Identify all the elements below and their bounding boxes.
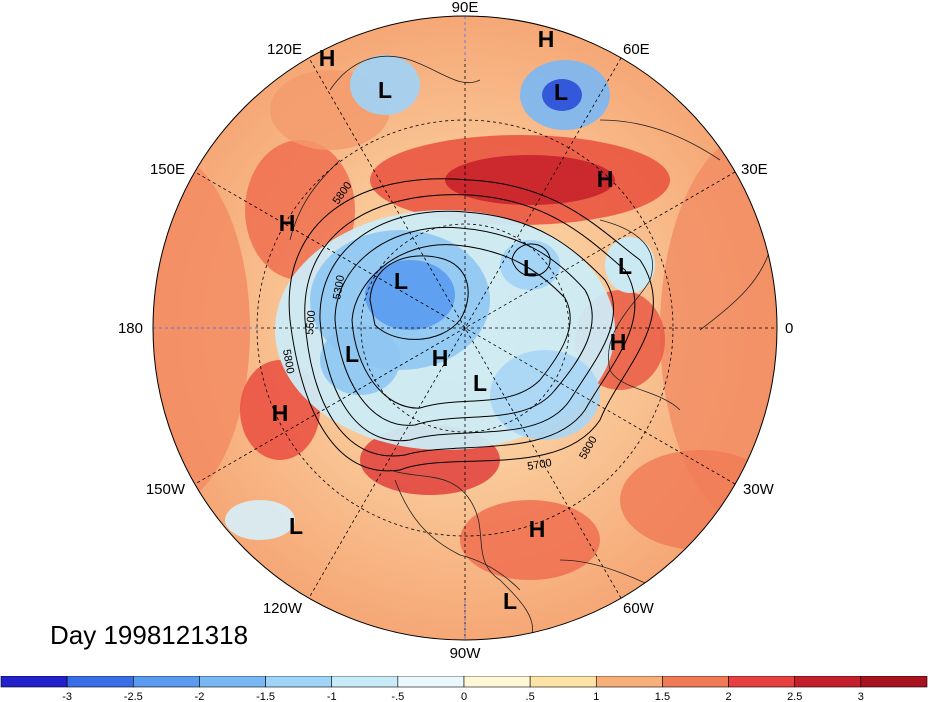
colorbar-box xyxy=(662,676,729,688)
lon-label-90w: 90W xyxy=(450,645,482,662)
colorbar-tick-label: -2 xyxy=(195,691,205,702)
colorbar-tick-label: .5 xyxy=(526,691,535,702)
colorbar-box xyxy=(199,676,266,688)
lon-label-120w: 120W xyxy=(263,600,303,617)
colorbar-tick-label: 2.5 xyxy=(787,691,802,702)
colorbar-tick-label: 1 xyxy=(593,691,599,702)
colorbar-tick-label: -1 xyxy=(327,691,337,702)
lon-label-30e: 30E xyxy=(741,161,768,178)
colorbar-box xyxy=(529,676,597,688)
colorbar-box xyxy=(794,676,862,688)
lon-label-150e: 150E xyxy=(150,161,185,178)
contour-label: 5300 xyxy=(331,274,347,300)
colorbar-box xyxy=(463,676,531,688)
colorbar-box xyxy=(860,676,928,688)
colorbar-box xyxy=(331,676,399,688)
colorbar-box xyxy=(66,676,134,688)
contour-label: 5500 xyxy=(304,310,318,335)
high-pressure-center: H xyxy=(272,400,289,426)
colorbar-box xyxy=(397,676,465,688)
colorbar-tick-label: -3 xyxy=(62,691,72,702)
colorbar-tick-label: 1.5 xyxy=(655,691,670,702)
globe-outline xyxy=(152,15,778,641)
pressure-centers: H L H L H H L L L H L H L H L H L H xyxy=(272,26,632,614)
lon-label-120e: 120E xyxy=(267,41,302,58)
colorbar: -3 -2.5 -2 -1.5 -1 -.5 0 .5 1 1.5 2 2.5 3 xyxy=(0,676,928,702)
low-pressure-center: L xyxy=(394,268,408,294)
colorbar-box xyxy=(728,676,796,688)
lon-label-150w: 150W xyxy=(146,481,186,498)
colorbar-box xyxy=(595,676,663,688)
low-pressure-center: L xyxy=(378,77,392,103)
lon-label-180: 180 xyxy=(118,320,143,337)
high-pressure-center: H xyxy=(432,345,449,371)
lon-label-90e: 90E xyxy=(452,0,479,16)
high-pressure-center: H xyxy=(538,26,555,52)
colorbar-tick-label: 2 xyxy=(726,691,732,702)
low-pressure-center: L xyxy=(554,79,568,105)
colorbar-box xyxy=(0,676,68,688)
graticule xyxy=(153,16,777,640)
polar-map: 5800 5300 5500 5800 5700 5800 H L H L H … xyxy=(118,0,793,662)
colorbar-tick-label: 0 xyxy=(461,691,467,702)
low-pressure-center: L xyxy=(618,253,632,279)
colorbar-tick-label: -1.5 xyxy=(256,691,275,702)
lon-label-0: 0 xyxy=(785,320,793,337)
contour-label: 5700 xyxy=(526,457,552,473)
contour-label: 5800 xyxy=(280,348,296,374)
colorbar-boxes xyxy=(0,676,928,688)
high-pressure-center: H xyxy=(610,329,627,355)
high-pressure-center: H xyxy=(529,516,546,542)
low-pressure-center: L xyxy=(503,588,517,614)
low-pressure-center: L xyxy=(289,513,303,539)
longitude-labels: 90E 60E 30E 0 30W 60W 90W 120W 150W 180 … xyxy=(118,0,793,662)
colorbar-labels: -3 -2.5 -2 -1.5 -1 -.5 0 .5 1 1.5 2 2.5 3 xyxy=(62,691,864,702)
high-pressure-center: H xyxy=(597,166,614,192)
high-pressure-center: H xyxy=(319,45,336,71)
high-pressure-center: H xyxy=(279,210,296,236)
lon-label-60e: 60E xyxy=(623,41,650,58)
height-contours xyxy=(288,178,654,472)
colorbar-box xyxy=(132,676,200,688)
lon-label-60w: 60W xyxy=(623,600,655,617)
colorbar-tick-label: -2.5 xyxy=(124,691,143,702)
map-title: Day 1998121318 xyxy=(50,620,249,650)
colorbar-tick-label: -.5 xyxy=(391,691,404,702)
low-pressure-center: L xyxy=(523,255,537,281)
colorbar-tick-label: 3 xyxy=(858,691,864,702)
colorbar-box xyxy=(265,676,333,688)
lon-label-30w: 30W xyxy=(743,481,775,498)
low-pressure-center: L xyxy=(473,370,487,396)
low-pressure-center: L xyxy=(345,341,359,367)
